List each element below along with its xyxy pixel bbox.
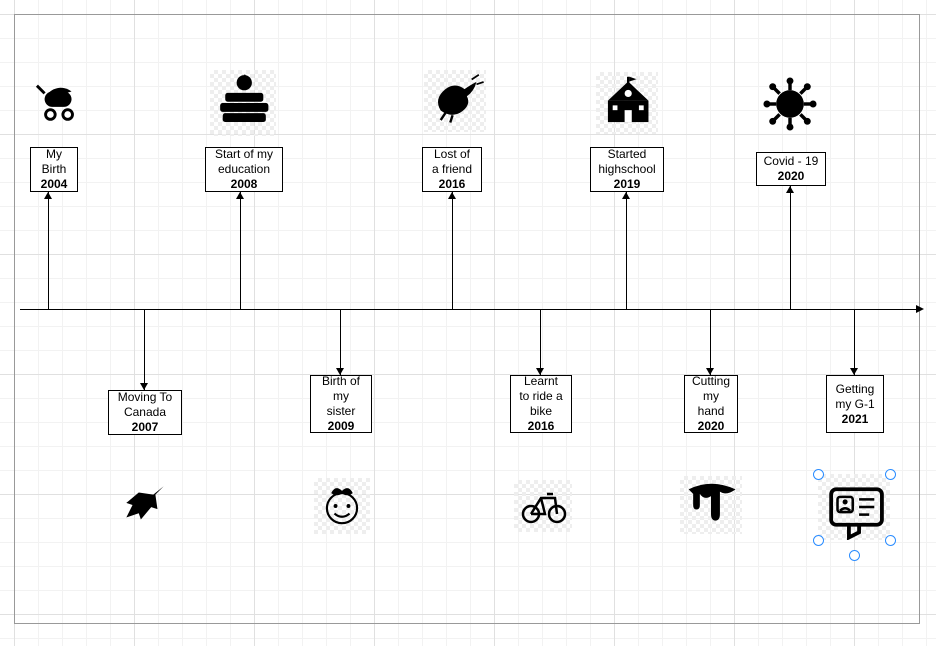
selection-handle[interactable] <box>813 469 824 480</box>
connector-g1 <box>854 309 855 375</box>
stroller-icon[interactable] <box>35 78 85 128</box>
event-text-line: my <box>689 389 733 404</box>
connector-birth <box>48 192 49 309</box>
connector-bike <box>540 309 541 375</box>
event-year: 2020 <box>689 419 733 434</box>
event-text-line: bike <box>515 404 567 419</box>
event-text-line: my G-1 <box>831 397 879 412</box>
event-text-line: Learnt <box>515 374 567 389</box>
event-box-sister[interactable]: Birth ofmysister2009 <box>310 375 372 433</box>
event-box-cut[interactable]: Cuttingmyhand2020 <box>684 375 738 433</box>
event-box-canada[interactable]: Moving ToCanada2007 <box>108 390 182 435</box>
event-text-line: Getting <box>831 382 879 397</box>
arrowhead-highschool <box>622 192 630 199</box>
event-text-line: my <box>315 389 367 404</box>
event-year: 2004 <box>35 177 73 192</box>
arrowhead-birth <box>44 192 52 199</box>
event-text-line: My <box>35 147 73 162</box>
selection-handle[interactable] <box>885 469 896 480</box>
connector-friend <box>452 192 453 309</box>
connector-education <box>240 192 241 309</box>
timeline-arrowhead <box>916 305 924 313</box>
event-box-highschool[interactable]: Startedhighschool2019 <box>590 147 664 192</box>
virus-icon[interactable] <box>760 74 820 134</box>
event-text-line: Lost of <box>427 147 477 162</box>
school-icon[interactable] <box>596 72 658 134</box>
event-year: 2016 <box>515 419 567 434</box>
event-box-covid[interactable]: Covid - 192020 <box>756 152 826 186</box>
dove-icon[interactable] <box>424 70 486 132</box>
arrowhead-covid <box>786 186 794 193</box>
event-text-line: to ride a <box>515 389 567 404</box>
connector-covid <box>790 186 791 309</box>
event-text-line: Cutting <box>689 374 733 389</box>
arrowhead-friend <box>448 192 456 199</box>
connector-highschool <box>626 192 627 309</box>
event-box-birth[interactable]: MyBirth2004 <box>30 147 78 192</box>
event-year: 2019 <box>595 177 659 192</box>
event-year: 2020 <box>761 169 821 184</box>
event-year: 2021 <box>831 412 879 427</box>
event-year: 2009 <box>315 419 367 434</box>
license-icon[interactable] <box>818 474 890 540</box>
selection-handle[interactable] <box>885 535 896 546</box>
diagram-canvas: MyBirth2004 Moving ToCanada2007 Start of m… <box>0 0 936 646</box>
books-icon[interactable] <box>210 70 276 136</box>
event-text-line: Birth <box>35 162 73 177</box>
bike-icon[interactable] <box>514 480 572 532</box>
connector-cut <box>710 309 711 375</box>
timeline-axis <box>20 309 916 310</box>
arrowhead-education <box>236 192 244 199</box>
event-text-line: education <box>210 162 278 177</box>
event-year: 2016 <box>427 177 477 192</box>
event-text-line: Started <box>595 147 659 162</box>
connector-canada <box>144 309 145 390</box>
arrowhead-canada <box>140 383 148 390</box>
event-text-line: Start of my <box>210 147 278 162</box>
event-box-friend[interactable]: Lost ofa friend2016 <box>422 147 482 192</box>
connector-sister <box>340 309 341 375</box>
event-box-education[interactable]: Start of myeducation2008 <box>205 147 283 192</box>
event-box-g1[interactable]: Gettingmy G-12021 <box>826 375 884 433</box>
event-box-bike[interactable]: Learntto ride abike2016 <box>510 375 572 433</box>
event-year: 2008 <box>210 177 278 192</box>
event-year: 2007 <box>113 420 177 435</box>
plane-icon[interactable] <box>118 478 172 532</box>
event-text-line: hand <box>689 404 733 419</box>
baby-icon[interactable] <box>314 478 370 534</box>
event-text-line: Moving To <box>113 390 177 405</box>
event-text-line: a friend <box>427 162 477 177</box>
event-text-line: sister <box>315 404 367 419</box>
event-text-line: Covid - 19 <box>761 154 821 169</box>
event-text-line: highschool <box>595 162 659 177</box>
event-text-line: Birth of <box>315 374 367 389</box>
selection-handle[interactable] <box>813 535 824 546</box>
event-text-line: Canada <box>113 405 177 420</box>
selection-handle[interactable] <box>849 550 860 561</box>
drip-icon[interactable] <box>680 476 742 534</box>
arrowhead-g1 <box>850 368 858 375</box>
